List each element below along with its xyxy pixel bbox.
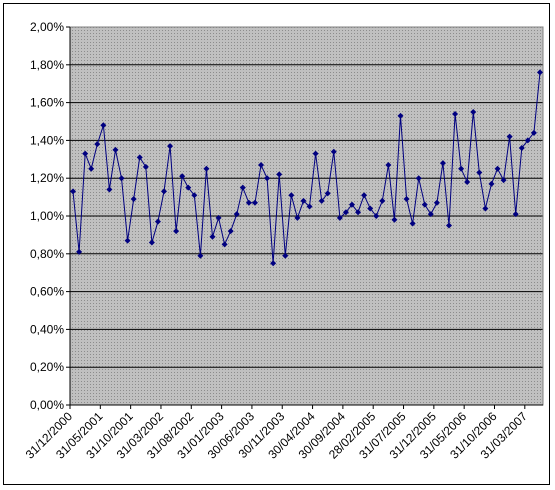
- data-point: [348, 201, 355, 208]
- data-point: [433, 199, 440, 206]
- data-point: [251, 199, 258, 206]
- y-tick-label: 0,60%: [30, 285, 64, 299]
- data-point: [76, 248, 83, 255]
- data-point: [82, 150, 89, 157]
- data-point: [106, 186, 113, 193]
- data-point: [300, 197, 307, 204]
- data-point: [361, 192, 368, 199]
- y-tick-label: 0,20%: [30, 360, 64, 374]
- data-point: [379, 197, 386, 204]
- data-point: [209, 233, 216, 240]
- y-tick-label: 0,00%: [30, 398, 64, 412]
- data-point: [403, 195, 410, 202]
- data-point: [494, 165, 501, 172]
- data-point: [94, 141, 101, 148]
- data-point: [476, 169, 483, 176]
- data-point: [203, 165, 210, 172]
- data-point: [118, 175, 125, 182]
- data-point: [355, 209, 362, 216]
- data-point: [142, 163, 149, 170]
- x-axis: 31/12/200031/05/200131/10/200131/03/2002…: [23, 404, 543, 462]
- data-point: [270, 260, 277, 267]
- data-point: [191, 192, 198, 199]
- data-point: [88, 165, 95, 172]
- data-point: [124, 237, 131, 244]
- data-point: [446, 222, 453, 229]
- data-point: [136, 154, 143, 161]
- data-point: [409, 220, 416, 227]
- data-point: [179, 173, 186, 180]
- data-point: [318, 197, 325, 204]
- data-point: [282, 252, 289, 259]
- data-point: [500, 177, 507, 184]
- y-tick-label: 0,80%: [30, 247, 64, 261]
- data-point: [342, 209, 349, 216]
- series-line: [72, 72, 541, 264]
- data-point: [148, 239, 155, 246]
- data-point: [367, 205, 374, 212]
- data-point: [330, 148, 337, 155]
- data-point: [197, 252, 204, 259]
- data-point: [324, 190, 331, 197]
- data-point: [452, 110, 459, 117]
- data-point: [470, 109, 477, 116]
- data-point: [294, 214, 301, 221]
- data-point: [536, 69, 543, 76]
- data-point: [258, 161, 265, 168]
- data-point: [506, 133, 513, 140]
- y-tick-label: 1,80%: [30, 58, 64, 72]
- data-point: [288, 192, 295, 199]
- data-point: [524, 137, 531, 144]
- data-point: [276, 171, 283, 178]
- series-group: [70, 69, 543, 267]
- data-point: [227, 228, 234, 235]
- data-point: [245, 199, 252, 206]
- data-point: [488, 180, 495, 187]
- data-point: [167, 143, 174, 150]
- data-point: [397, 112, 404, 119]
- data-point: [312, 150, 319, 157]
- data-point: [415, 175, 422, 182]
- data-point: [482, 205, 489, 212]
- data-point: [215, 214, 222, 221]
- data-point: [391, 216, 398, 223]
- data-point: [385, 161, 392, 168]
- data-point: [336, 214, 343, 221]
- data-point: [518, 144, 525, 151]
- y-tick-label: 2,00%: [30, 20, 64, 34]
- y-tick-label: 1,60%: [30, 96, 64, 110]
- data-point: [154, 218, 161, 225]
- data-point: [427, 211, 434, 218]
- y-axis: 0,00% 0,20% 0,40% 0,60% 0,80% 1,00% 1,20% 1,40%…: [30, 20, 71, 412]
- data-point: [530, 129, 537, 136]
- data-point: [173, 228, 180, 235]
- y-tick-label: 0,40%: [30, 322, 64, 336]
- data-point: [100, 122, 107, 129]
- data-point: [264, 175, 271, 182]
- data-point: [421, 201, 428, 208]
- data-point: [130, 195, 137, 202]
- data-point: [306, 203, 313, 210]
- y-tick-label: 1,00%: [30, 209, 64, 223]
- data-point: [70, 188, 77, 195]
- data-point: [185, 184, 192, 191]
- data-point: [464, 178, 471, 185]
- data-point: [458, 165, 465, 172]
- data-point: [221, 241, 228, 248]
- y-tick-label: 1,20%: [30, 171, 64, 185]
- data-point: [373, 213, 380, 219]
- data-point: [239, 184, 246, 191]
- data-point: [439, 160, 446, 167]
- y-tick-label: 1,40%: [30, 133, 64, 147]
- data-point: [160, 188, 167, 195]
- data-point: [233, 211, 240, 218]
- data-point: [112, 146, 119, 153]
- data-point: [512, 211, 519, 218]
